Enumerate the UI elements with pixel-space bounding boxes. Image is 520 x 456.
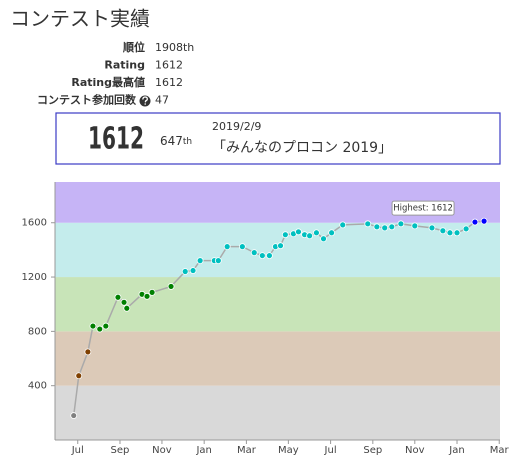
latest-date: 2019/2/9 <box>212 120 261 133</box>
x-tick-label: Sep <box>363 445 382 456</box>
latest-contest: 「みんなのプロコン 2019」 <box>212 140 392 156</box>
rating-chart: 40080012001600Jul2017SepNovJan2018MarMay… <box>22 182 510 456</box>
rating-point <box>471 218 479 226</box>
rating-point <box>84 348 92 356</box>
rating-point <box>196 257 204 265</box>
rating-point <box>70 412 78 419</box>
stat-label: コンテスト参加回数 <box>37 93 137 107</box>
rating-point <box>181 268 189 275</box>
rating-point <box>75 372 83 380</box>
rating-point <box>339 221 347 229</box>
rating-band <box>55 385 500 440</box>
rating-point <box>480 217 488 225</box>
x-tick-label: Nov <box>152 445 172 456</box>
rating-point <box>250 249 258 257</box>
rating-point <box>295 228 302 236</box>
rating-point <box>306 232 314 240</box>
rating-point <box>114 293 122 301</box>
x-tick-label: Mar <box>490 445 510 456</box>
latest-box <box>55 112 501 165</box>
stat-value: 1612 <box>155 59 183 72</box>
rating-point <box>102 322 110 330</box>
stat-value: 47 <box>155 94 169 107</box>
rating-point <box>143 292 151 300</box>
stat-label: 順位 <box>123 40 145 54</box>
rating-point <box>381 224 389 232</box>
help-dot <box>144 103 146 105</box>
rating-point <box>313 229 320 237</box>
y-tick-label: 400 <box>28 381 47 392</box>
rating-point <box>223 243 231 251</box>
rating-point <box>453 229 461 237</box>
rating-point <box>258 252 266 259</box>
rating-point <box>277 242 284 250</box>
rating-point <box>364 220 372 228</box>
rating-point <box>123 304 131 312</box>
latest-rank: 647th <box>160 134 192 148</box>
rating-band <box>55 222 500 278</box>
rating-point <box>167 283 175 290</box>
rating-point <box>320 235 327 243</box>
x-tick-label: Sep <box>111 445 130 456</box>
rating-point <box>328 229 336 237</box>
y-tick-label: 800 <box>28 326 47 337</box>
rating-point <box>462 225 470 233</box>
rating-point <box>238 243 246 251</box>
rating-point <box>189 267 197 274</box>
rating-point <box>89 322 97 330</box>
stats-table: 順位 1908th Rating 1612 Rating最高値 1612 コンテスト参加回数… <box>37 40 194 107</box>
x-tick-label: Jan <box>448 445 464 456</box>
stat-value: 1908th <box>155 41 194 54</box>
x-tick-label: Nov <box>405 445 425 456</box>
y-tick-label: 1200 <box>22 272 47 283</box>
x-tick-label: Jul <box>324 445 337 456</box>
rating-point <box>266 252 273 259</box>
rating-point <box>214 257 222 265</box>
rating-point <box>397 220 405 228</box>
y-tick-label: 1600 <box>22 218 47 229</box>
stat-value: 1612 <box>155 76 183 89</box>
x-tick-label: Jan <box>195 445 211 456</box>
rating-point <box>120 298 128 306</box>
rating-point <box>446 229 454 237</box>
rating-point <box>281 231 289 239</box>
x-tick-label: May <box>278 445 299 456</box>
rating-point <box>428 224 436 232</box>
highest-label: Highest: 1612 <box>393 204 453 214</box>
stat-label: Rating最高値 <box>71 75 145 89</box>
x-tick-label: Mar <box>237 445 257 456</box>
section-title: コンテスト実績 <box>10 7 150 31</box>
rating-point <box>439 227 447 235</box>
rating-band <box>55 277 500 332</box>
rating-point <box>148 288 156 296</box>
latest-rating: 1612 <box>88 122 144 157</box>
rating-point <box>373 223 381 231</box>
rating-point <box>96 325 104 333</box>
rating-band <box>55 331 500 386</box>
rank-suffix: th <box>183 137 192 147</box>
rating-point <box>411 222 419 230</box>
help-glyph <box>142 96 148 103</box>
x-tick-label: Jul <box>71 445 84 456</box>
rating-point <box>388 223 396 231</box>
highest-box <box>391 200 455 216</box>
rank-number: 647 <box>160 134 183 148</box>
stat-label: Rating <box>104 59 145 72</box>
